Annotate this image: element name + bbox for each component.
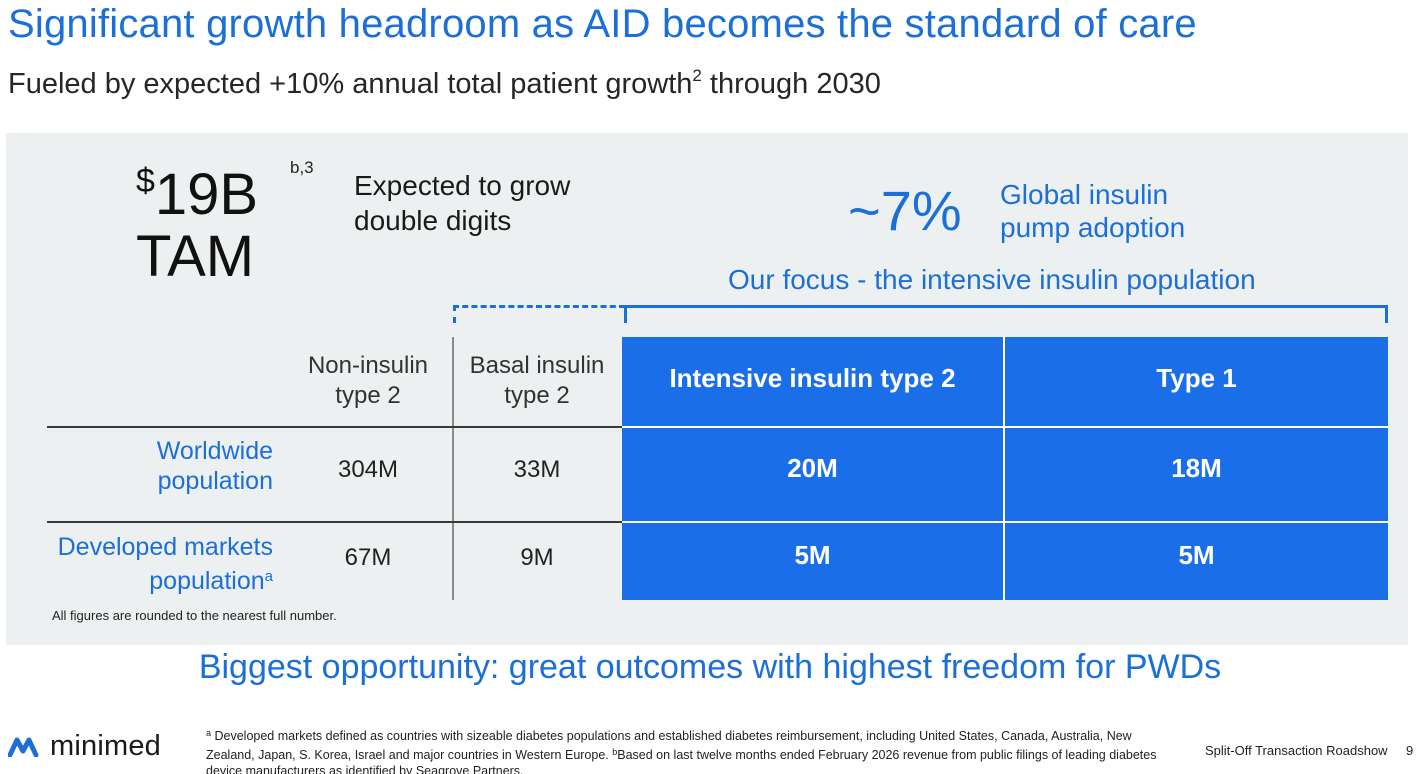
row-label-line: Developed markets <box>57 533 273 561</box>
cell-developed-basal: 9M <box>520 544 554 571</box>
subtitle-suffix: through 2030 <box>701 68 881 100</box>
row-divider-1-white <box>622 426 1388 428</box>
column-header-intensive: Intensive insulin type 2 <box>669 362 956 393</box>
row-label-line: population <box>157 467 273 495</box>
row-label-developed: Developed markets populationa <box>20 532 273 596</box>
focus-bracket <box>624 305 1388 323</box>
row-label-worldwide: Worldwide population <box>60 436 273 496</box>
logo-text: minimed <box>50 730 161 762</box>
tam-growth-text: Expected to grow double digits <box>354 168 654 238</box>
tam-currency: $ <box>136 162 155 200</box>
dashed-bracket <box>453 305 625 323</box>
tam-footnote-marker: b,3 <box>290 158 314 177</box>
footnote-text-b: Based on last twelve months ended Februa… <box>206 748 1157 774</box>
row-label-line: Worldwide <box>156 437 273 465</box>
growth-line-2: double digits <box>354 205 512 236</box>
tam-label: TAM <box>136 224 255 289</box>
column-header-line: type 2 <box>335 382 401 409</box>
footnote-marker-a: a <box>206 728 212 738</box>
row-divider-2-white <box>622 521 1388 523</box>
cell-worldwide-type1: 18M <box>1171 452 1222 483</box>
row-divider-1 <box>47 426 623 428</box>
focus-label: Our focus - the intensive insulin popula… <box>728 264 1256 295</box>
focus-highlight-block <box>622 337 1388 600</box>
presentation-label: Split-Off Transaction Roadshow <box>1205 743 1388 758</box>
cell-developed-intensive: 5M <box>794 539 831 570</box>
rounding-note: All figures are rounded to the nearest f… <box>52 608 337 623</box>
tam-figure: $19B TAM <box>136 150 258 288</box>
cell-worldwide-basal: 33M <box>513 456 561 483</box>
slide-subtitle: Fueled by expected +10% annual total pat… <box>8 66 881 101</box>
slide-title: Significant growth headroom as AID becom… <box>8 2 1197 46</box>
footnote: a Developed markets defined as countries… <box>206 725 1166 774</box>
cell-developed-non-insulin: 67M <box>344 544 392 571</box>
column-header-line: type 2 <box>504 382 570 409</box>
page-number: 9 <box>1406 743 1414 758</box>
growth-line-1: Expected to grow <box>354 170 571 201</box>
row-divider-2 <box>47 521 623 523</box>
cell-worldwide-intensive: 20M <box>787 452 838 483</box>
minimed-logo-icon <box>8 737 39 757</box>
footnote-text-a: Developed markets defined as countries w… <box>206 729 1132 762</box>
column-divider <box>452 337 454 600</box>
column-header-basal: Basal insulin type 2 <box>454 345 620 417</box>
column-header-line: Basal insulin <box>469 352 605 379</box>
column-header-line: Non-insulin <box>307 352 429 379</box>
adoption-label: Global insulin pump adoption <box>1000 178 1260 244</box>
column-divider-white <box>1003 337 1005 600</box>
footnote-marker-b: b <box>612 747 618 757</box>
column-header-type1: Type 1 <box>1156 362 1237 393</box>
adoption-label-line-2: pump adoption <box>1000 212 1186 243</box>
adoption-percent: ~7% <box>848 179 962 242</box>
column-header-non-insulin: Non-insulin type 2 <box>285 345 451 417</box>
bottom-headline: Biggest opportunity: great outcomes with… <box>198 648 1222 686</box>
adoption-label-line-1: Global insulin <box>1000 179 1169 210</box>
row-label-line: population <box>149 567 265 595</box>
subtitle-footnote-marker: 2 <box>692 66 702 85</box>
cell-developed-type1: 5M <box>1178 539 1215 570</box>
row-label-footnote-marker: a <box>264 568 273 585</box>
company-logo: minimed <box>8 730 161 763</box>
subtitle-text: Fueled by expected +10% annual total pat… <box>8 68 693 100</box>
cell-worldwide-non-insulin: 304M <box>337 456 399 483</box>
tam-value: 19B <box>154 162 259 227</box>
